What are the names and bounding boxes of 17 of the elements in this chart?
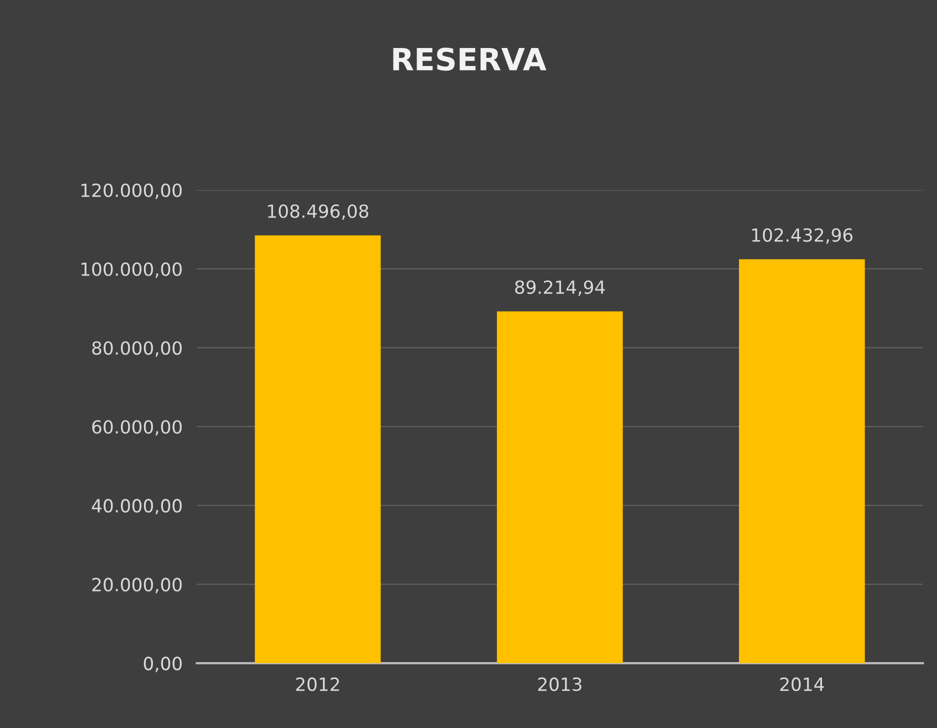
data-label: 102.432,96 [752,228,852,244]
bar [496,311,623,664]
x-tick-label: 2012 [296,677,339,692]
y-tick-label: 0,00 [144,656,182,672]
x-tick-label: 2013 [538,677,582,692]
y-tick-label: 40.000,00 [92,498,182,514]
data-label: 89.214,94 [515,280,605,296]
y-tick-label: 80.000,00 [92,341,182,357]
data-label: 108.496,08 [268,204,368,220]
x-tick-label: 2014 [780,677,824,692]
bar [738,259,865,664]
bar [254,235,381,664]
y-tick-label: 120.000,00 [81,183,182,199]
y-tick-label: 20.000,00 [92,578,182,594]
chart-title: RESERVA [393,48,546,71]
y-tick-label: 100.000,00 [81,262,182,278]
y-tick-label: 60.000,00 [92,420,182,436]
